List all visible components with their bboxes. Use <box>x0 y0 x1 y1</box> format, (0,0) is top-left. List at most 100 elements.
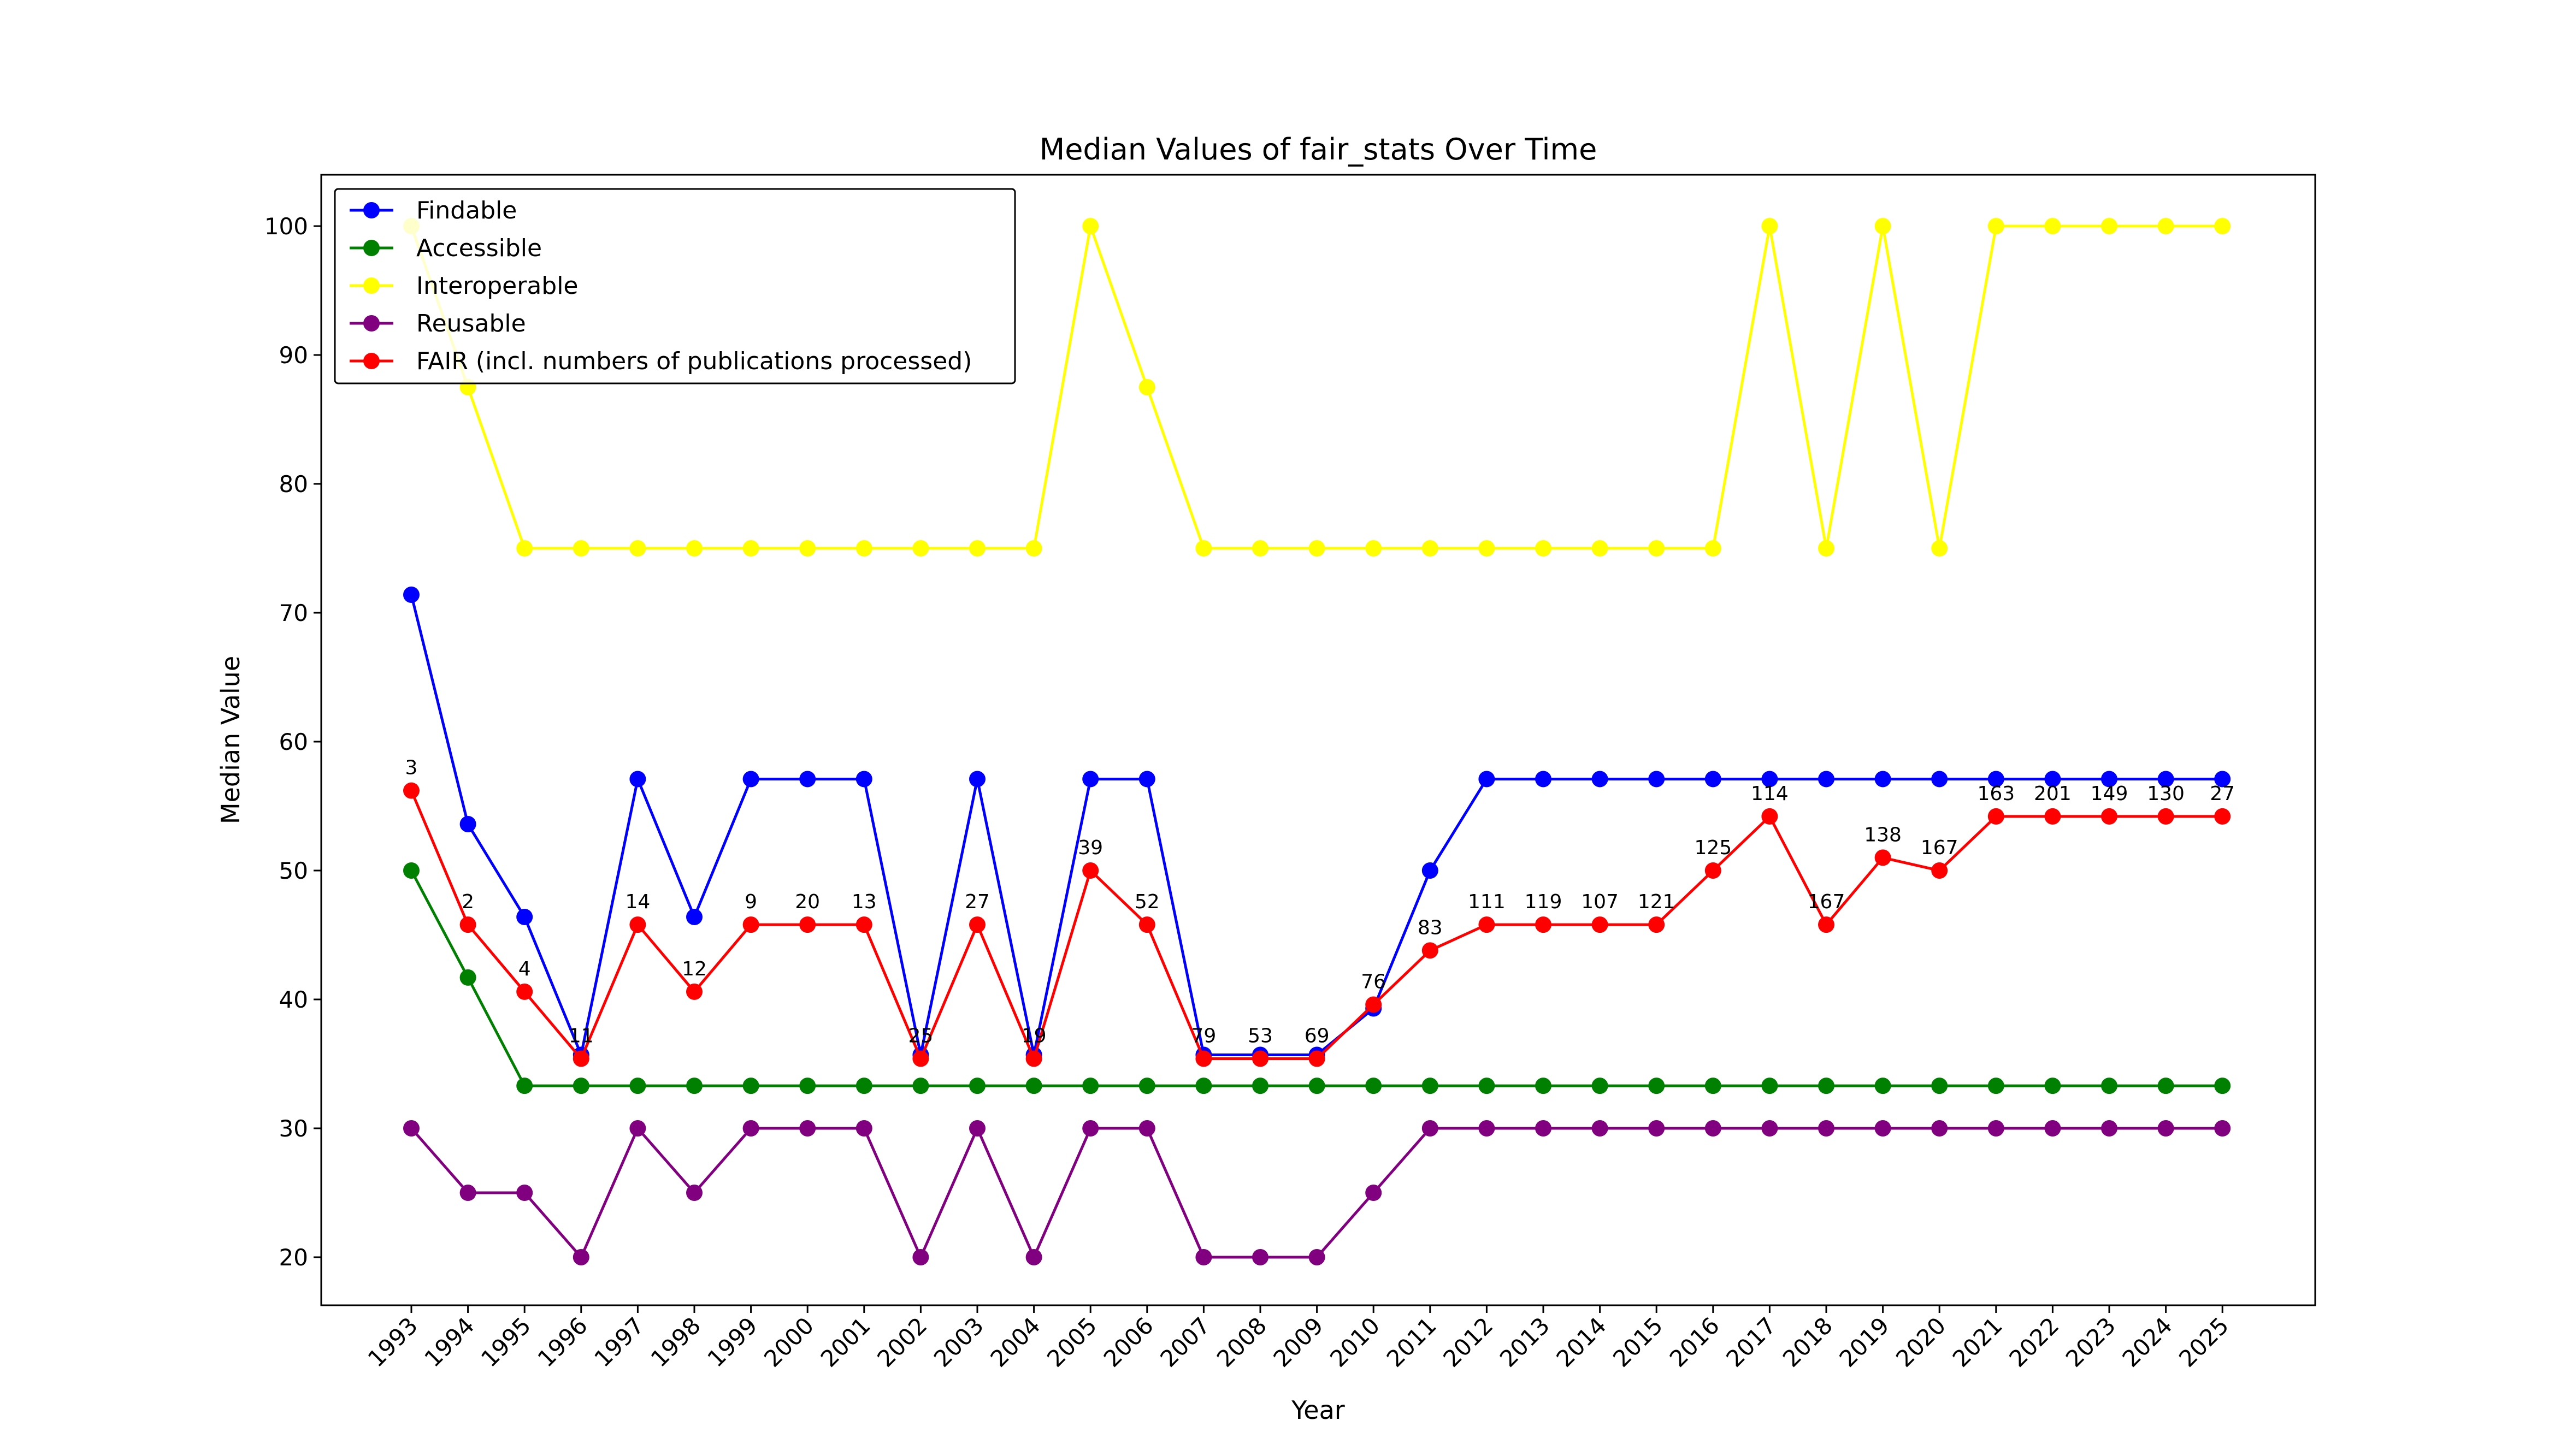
data-point <box>1138 1120 1155 1137</box>
series-interoperable <box>403 218 2231 557</box>
x-tick-label: 1995 <box>476 1312 536 1372</box>
data-point <box>2101 1078 2117 1094</box>
data-label: 69 <box>1305 1025 1330 1047</box>
legend-label: Interoperable <box>416 272 579 300</box>
data-label: 201 <box>2034 783 2072 805</box>
data-point <box>1987 218 2004 234</box>
data-label: 167 <box>1921 837 1958 859</box>
data-point <box>969 771 986 788</box>
y-tick-label: 30 <box>279 1115 308 1142</box>
legend-label: FAIR (incl. numbers of publications proc… <box>416 347 972 375</box>
data-label: 121 <box>1638 891 1675 913</box>
y-tick-label: 60 <box>279 729 308 755</box>
data-point <box>1761 1078 1778 1094</box>
legend-item: FAIR (incl. numbers of publications proc… <box>350 347 972 375</box>
x-tick-label: 2023 <box>2061 1312 2121 1372</box>
data-point <box>2044 1120 2061 1137</box>
x-tick-label: 2016 <box>1665 1312 1725 1372</box>
data-point <box>1987 1120 2004 1137</box>
data-point <box>2157 808 2174 825</box>
data-point <box>1478 916 1495 933</box>
data-point <box>1535 1120 1551 1137</box>
data-point <box>1421 862 1438 879</box>
data-point <box>459 1185 476 1201</box>
series-findable <box>403 586 2231 1063</box>
data-point <box>1365 540 1382 557</box>
data-point <box>1082 1120 1099 1137</box>
legend-item: Interoperable <box>350 272 579 300</box>
data-point <box>912 540 929 557</box>
x-axis-label: Year <box>1291 1395 1344 1425</box>
data-point <box>799 916 816 933</box>
data-point <box>2101 1120 2117 1137</box>
series-accessible <box>403 862 2231 1094</box>
data-point <box>2044 218 2061 234</box>
data-point <box>686 540 703 557</box>
data-point <box>2157 218 2174 234</box>
data-point <box>1195 1249 1212 1265</box>
legend-frame <box>334 188 1016 384</box>
data-point <box>1365 1078 1382 1094</box>
x-tick-label: 2021 <box>1948 1312 2008 1372</box>
x-axis: 1993199419951996199719981999200020012002… <box>363 1305 2234 1372</box>
data-point <box>1478 540 1495 557</box>
data-point <box>686 1185 703 1201</box>
data-label: 52 <box>1135 891 1160 913</box>
data-point <box>1365 1185 1382 1201</box>
legend-item: Findable <box>350 197 517 224</box>
series-layer <box>403 218 2231 1265</box>
legend-marker <box>363 315 380 332</box>
data-point <box>1818 540 1834 557</box>
data-label: 111 <box>1468 891 1506 913</box>
series-reusable <box>403 1120 2231 1265</box>
data-point <box>912 1078 929 1094</box>
data-point <box>1025 540 1042 557</box>
data-point <box>1648 916 1665 933</box>
data-point <box>403 862 420 879</box>
data-point <box>516 908 533 925</box>
data-point <box>573 540 589 557</box>
x-tick-label: 2009 <box>1268 1312 1328 1372</box>
x-tick-label: 1997 <box>589 1312 649 1372</box>
data-point <box>799 771 816 788</box>
data-point <box>1478 1078 1495 1094</box>
data-point <box>742 771 759 788</box>
data-point <box>1308 1078 1325 1094</box>
data-point <box>1138 916 1155 933</box>
data-point <box>1987 808 2004 825</box>
data-point <box>1252 1050 1268 1067</box>
data-point <box>1082 862 1099 879</box>
data-point <box>1761 218 1778 234</box>
data-point <box>2101 808 2117 825</box>
data-point <box>1704 1078 1721 1094</box>
data-point <box>1591 540 1608 557</box>
data-point <box>459 816 476 833</box>
x-tick-label: 2014 <box>1551 1312 1611 1372</box>
data-point <box>1478 771 1495 788</box>
legend-item: Accessible <box>350 234 542 262</box>
data-label: 19 <box>1022 1025 1047 1047</box>
x-tick-label: 2008 <box>1212 1312 1272 1372</box>
legend-label: Reusable <box>416 310 526 338</box>
data-point <box>1535 916 1551 933</box>
data-point <box>573 1249 589 1265</box>
x-tick-label: 1999 <box>702 1312 762 1372</box>
x-tick-label: 2011 <box>1382 1312 1442 1372</box>
data-point <box>1704 771 1721 788</box>
data-point <box>1535 1078 1551 1094</box>
data-point <box>1195 540 1212 557</box>
data-point <box>1308 1050 1325 1067</box>
data-point <box>2214 1120 2231 1137</box>
data-label: 138 <box>1864 824 1902 846</box>
data-label: 11 <box>569 1025 594 1047</box>
data-point <box>516 983 533 1000</box>
plot-area-frame <box>320 174 2316 1306</box>
legend-marker <box>363 202 380 218</box>
data-point <box>912 1050 929 1067</box>
data-point <box>1648 1120 1665 1137</box>
data-point <box>1421 942 1438 959</box>
data-point <box>1818 771 1834 788</box>
data-point <box>1931 1120 1948 1137</box>
data-point <box>1025 1078 1042 1094</box>
x-tick-label: 1996 <box>533 1312 593 1372</box>
